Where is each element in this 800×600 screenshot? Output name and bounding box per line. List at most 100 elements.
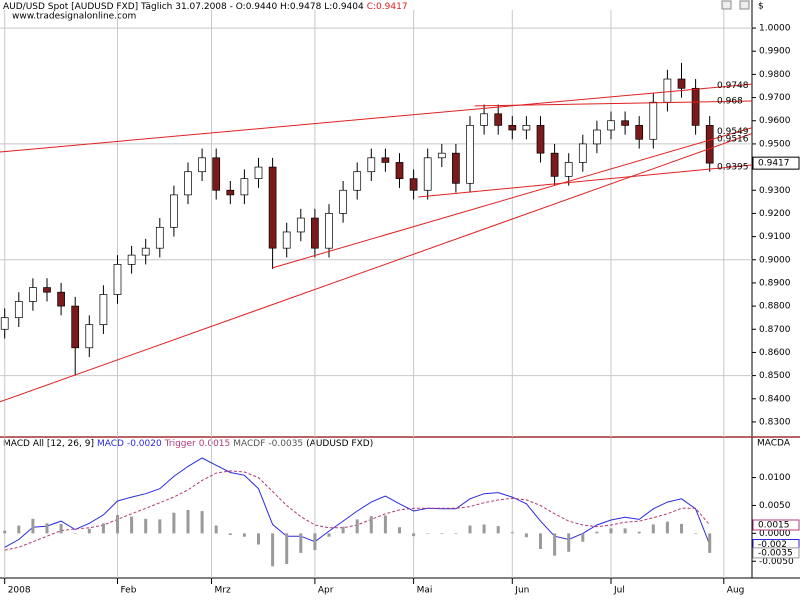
candle-body	[635, 125, 644, 140]
y-tick-label: 0.8400	[759, 394, 791, 404]
histogram-bar	[581, 533, 585, 542]
histogram-bar	[285, 533, 289, 565]
candle-body	[677, 78, 686, 89]
candle-body	[649, 101, 658, 140]
candle-body	[14, 301, 23, 319]
candle-body	[29, 287, 37, 302]
histogram-bar	[327, 533, 331, 537]
histogram-bar	[200, 511, 204, 534]
histogram-bar	[708, 533, 712, 553]
candle-body	[325, 213, 333, 249]
candle-body	[395, 162, 404, 180]
histogram-bar	[426, 533, 430, 534]
candle-body	[254, 166, 263, 180]
candle-body	[607, 120, 615, 131]
histogram-bar	[59, 523, 63, 534]
candle-body	[536, 125, 545, 154]
candle-body	[184, 171, 192, 196]
histogram-bar	[73, 533, 77, 534]
y-tick-label: 0.8900	[759, 278, 791, 288]
trend-line	[474, 100, 752, 107]
legend-entry: Trigger	[164, 439, 196, 449]
candle-body	[508, 125, 517, 131]
trend-line	[0, 83, 752, 153]
y-tick-label: 0.9900	[759, 47, 791, 57]
histogram-bar	[3, 530, 7, 534]
candle-body	[578, 143, 587, 163]
candle-body	[564, 162, 573, 177]
histogram-bar	[680, 523, 683, 534]
candle-body	[240, 178, 249, 196]
histogram-bar	[524, 533, 528, 538]
histogram-bar	[623, 528, 627, 534]
candle-body	[127, 254, 136, 265]
histogram-bar	[31, 518, 35, 534]
trend-label: 0.9748	[717, 81, 749, 91]
histogram-bar	[144, 518, 148, 534]
x-tick-label: Feb	[121, 586, 137, 596]
candle-body	[409, 178, 418, 191]
candle-body	[57, 291, 65, 307]
histogram-bar	[412, 533, 416, 537]
y-tick-label: 0.9300	[759, 186, 791, 196]
y-tick-label: 0.0050	[759, 501, 791, 511]
trend-line	[0, 133, 752, 403]
y-tick-label: 0.8700	[759, 325, 791, 335]
x-tick-label: Mrz	[215, 586, 231, 596]
histogram-bar	[383, 515, 387, 534]
histogram-bar	[510, 532, 514, 534]
trend-label: 0.9549	[717, 127, 749, 137]
histogram-bar	[172, 512, 176, 534]
y-tick-label: 0.0100	[759, 473, 791, 483]
x-tick-label: Jun	[514, 586, 529, 596]
x-tick-label: Mai	[417, 586, 433, 596]
histogram-bar	[595, 531, 599, 534]
candle-body	[550, 152, 559, 177]
last-price-label: 0.9417	[758, 159, 790, 169]
indicator-header: MACD All [12, 26, 9] MACD -0.0020 Trigger 0.…	[3, 439, 373, 449]
trend-line	[418, 164, 752, 198]
y-tick-label: -0.0050	[759, 557, 794, 567]
candle-body	[381, 157, 390, 163]
candle-body	[452, 152, 460, 184]
y-tick-label: 0.8800	[759, 302, 791, 312]
candle-body	[85, 324, 94, 349]
histogram-bar	[228, 533, 232, 536]
candle-body	[99, 294, 108, 325]
candle-body	[339, 189, 347, 214]
candle-body	[621, 120, 629, 126]
trend-line	[272, 127, 752, 269]
currency-label: $	[758, 2, 764, 12]
legend-value: 0.0015	[199, 439, 231, 449]
candle-body	[494, 113, 503, 126]
histogram-bar	[101, 523, 105, 534]
histogram-bar	[299, 533, 303, 553]
histogram-bar	[87, 528, 91, 534]
histogram-bar	[454, 533, 458, 534]
candle-body	[282, 231, 291, 249]
candle-body	[691, 87, 700, 126]
histogram-bar	[665, 521, 669, 534]
candle-body	[226, 189, 235, 196]
window-button[interactable]	[739, 0, 750, 10]
histogram-bar	[482, 524, 486, 534]
value-box	[752, 547, 800, 559]
histogram-bar	[694, 533, 698, 534]
candle-body	[141, 247, 150, 256]
indicator-plot	[3, 438, 725, 578]
value-box	[752, 519, 800, 531]
y-tick-label: 0.9100	[759, 232, 791, 242]
window-button[interactable]	[721, 0, 732, 10]
candle-body	[522, 125, 531, 131]
y-tick-label: 0.0000	[759, 529, 791, 539]
value-box-label: -0.002	[758, 540, 787, 550]
trend-label: 0.9516	[717, 135, 749, 145]
histogram-bar	[17, 525, 21, 534]
candle-body	[170, 194, 178, 228]
indicator-title: MACD All [12, 26, 9]	[3, 439, 94, 449]
histogram-bar	[398, 527, 401, 534]
histogram-bar	[45, 523, 49, 534]
trend-label: 0.9395	[717, 163, 749, 173]
histogram-bar	[214, 525, 218, 534]
